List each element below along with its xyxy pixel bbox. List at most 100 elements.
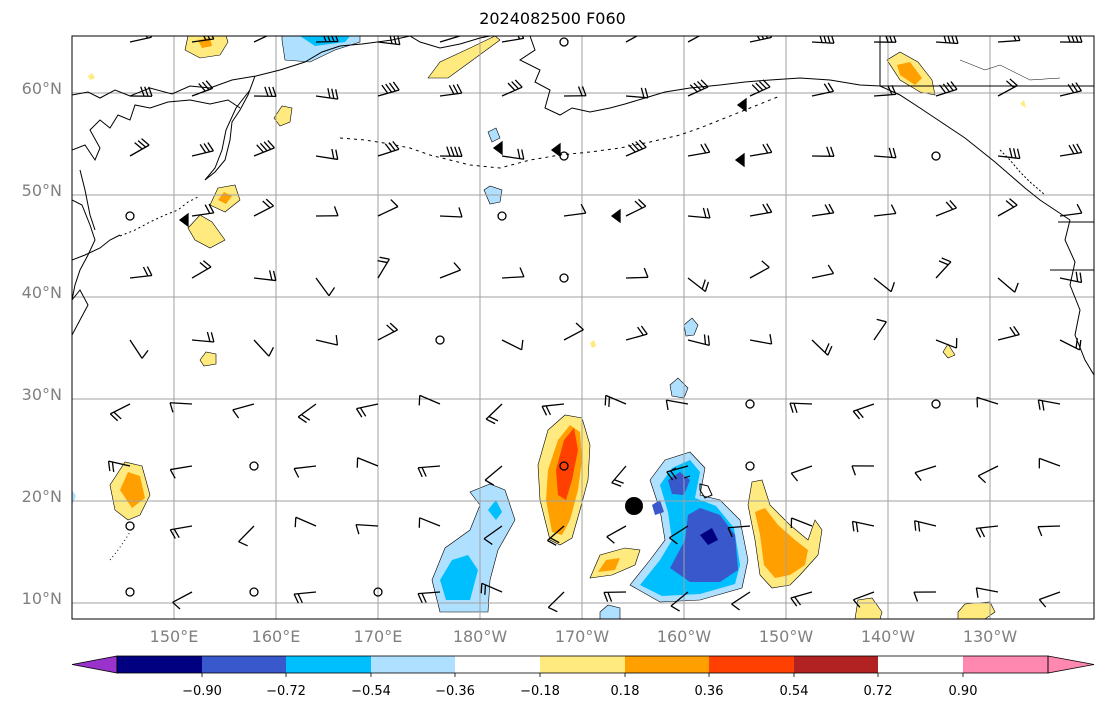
neg-region-central-6 (652, 500, 664, 515)
lon-label: 150°E (150, 627, 199, 646)
coast-okhotsk (72, 99, 241, 162)
wind-barb-shaft (997, 85, 1018, 97)
wind-barb-feather (1071, 83, 1079, 93)
wind-barb-feather (146, 266, 153, 276)
wind-barb-shaft (315, 95, 338, 100)
coast-japan-hokkaido (72, 234, 121, 261)
wind-barb-shaft (687, 151, 710, 157)
neg-region-central-4 (700, 528, 718, 545)
wind-barb-feather (856, 409, 864, 419)
wind-barb-feather (823, 83, 831, 93)
wind-barb-feather (545, 405, 552, 416)
coast-alaska-peninsula (879, 85, 1071, 221)
wind-barb-feather (913, 520, 917, 531)
wind-barb-feather (693, 82, 702, 91)
wind-barb-feather (169, 469, 176, 479)
calm-wind-circle (931, 399, 941, 409)
calm-wind-circle (435, 335, 445, 345)
wind-barb-feather (977, 475, 987, 484)
wind-barb-feather (272, 270, 277, 281)
wind-barb-shaft (873, 212, 896, 217)
wind-barb-feather (550, 537, 560, 544)
wind-barb-feather (335, 335, 339, 346)
wind-barb-shaft (129, 274, 152, 279)
calm-wind-circle (249, 461, 259, 471)
lat-lon-gridlines (72, 36, 1094, 619)
coast-japan-honshu (72, 289, 89, 336)
wind-barb-feather (238, 541, 248, 547)
wind-barb-shaft (611, 465, 627, 484)
wind-barb-feather (790, 597, 798, 607)
wind-barb-shaft (170, 465, 193, 471)
wind-barb-feather (148, 86, 153, 97)
wind-barb-feather (421, 467, 427, 477)
wind-barb-feather (450, 146, 455, 157)
colorbar-swatch (286, 656, 371, 673)
wind-barb-shaft (669, 525, 689, 539)
colorbar-tick-label: −0.90 (182, 684, 222, 699)
wind-barb-feather (979, 527, 986, 538)
wind-barb-feather (453, 262, 461, 271)
wind-barb-feather (1038, 599, 1047, 608)
wind-barb-feather (751, 84, 760, 93)
wind-barb-feather (417, 593, 423, 604)
wind-barb-feather (210, 332, 215, 343)
wind-barb-shaft (297, 403, 317, 418)
wind-barb-shaft (253, 205, 274, 217)
wind-barb-shaft (731, 591, 751, 605)
wind-barb-shaft (172, 591, 193, 603)
wind-barb-feather (913, 591, 919, 602)
wind-barb-flag (734, 152, 745, 168)
wind-barb-feather (1072, 144, 1079, 154)
wind-barb-shaft (811, 90, 834, 97)
wind-barb-feather (140, 86, 145, 97)
wind-barb-shaft (873, 321, 887, 341)
calm-wind-circle (559, 151, 569, 161)
wind-barb-feather (889, 36, 893, 43)
wind-barb-feather (643, 267, 649, 278)
wind-barb-shaft (315, 155, 338, 161)
colorbar-tick-label: −0.18 (520, 684, 560, 699)
wind-barb-feather (207, 36, 211, 40)
wind-barb-feather (417, 467, 423, 478)
wind-barb-shaft (377, 258, 390, 279)
wind-barb-feather (483, 538, 493, 545)
neg-blob-5 (683, 317, 699, 337)
wind-barb-shaft (789, 402, 813, 405)
wind-barb-shaft (483, 525, 503, 540)
wind-barb-shaft (419, 394, 441, 405)
wind-barb-shaft (484, 465, 503, 481)
neg-region-west-3 (488, 500, 502, 520)
coast-islands-w (109, 531, 131, 561)
wind-barb-feather (448, 84, 455, 95)
wind-barb-feather (700, 25, 707, 32)
wind-barb-feather (939, 84, 947, 94)
wind-barb-feather (703, 334, 707, 345)
wind-barb-shaft (935, 41, 958, 45)
wind-barb-shaft (997, 333, 1020, 341)
wind-barb-shaft (749, 151, 772, 157)
wind-barb-feather (1013, 325, 1020, 335)
wind-barb-shaft (853, 403, 875, 412)
wind-barb-feather (1009, 326, 1017, 336)
wind-barb-feather (456, 83, 463, 94)
wind-barb-feather (631, 142, 640, 151)
wind-barb-feather (301, 414, 311, 421)
wind-barb-shaft (728, 525, 751, 529)
wind-barb-feather (1037, 526, 1043, 537)
pos-blob-6 (199, 351, 217, 367)
wind-barb-shaft (873, 155, 896, 159)
wind-barb-feather (769, 334, 773, 345)
wind-barb-feather (485, 418, 496, 425)
wind-barb-feather (389, 322, 398, 331)
coast-asia-north (72, 36, 411, 99)
wind-barb-feather (335, 89, 339, 100)
pos-blob-2 (427, 36, 501, 79)
wind-barb-shaft (377, 148, 400, 157)
wind-barb-feather (547, 539, 557, 546)
pos-blob-13 (1020, 100, 1026, 108)
wind-barb-feather (141, 349, 149, 359)
wind-barb-feather (203, 143, 211, 153)
map-title: 2024082500 F060 (479, 9, 626, 28)
